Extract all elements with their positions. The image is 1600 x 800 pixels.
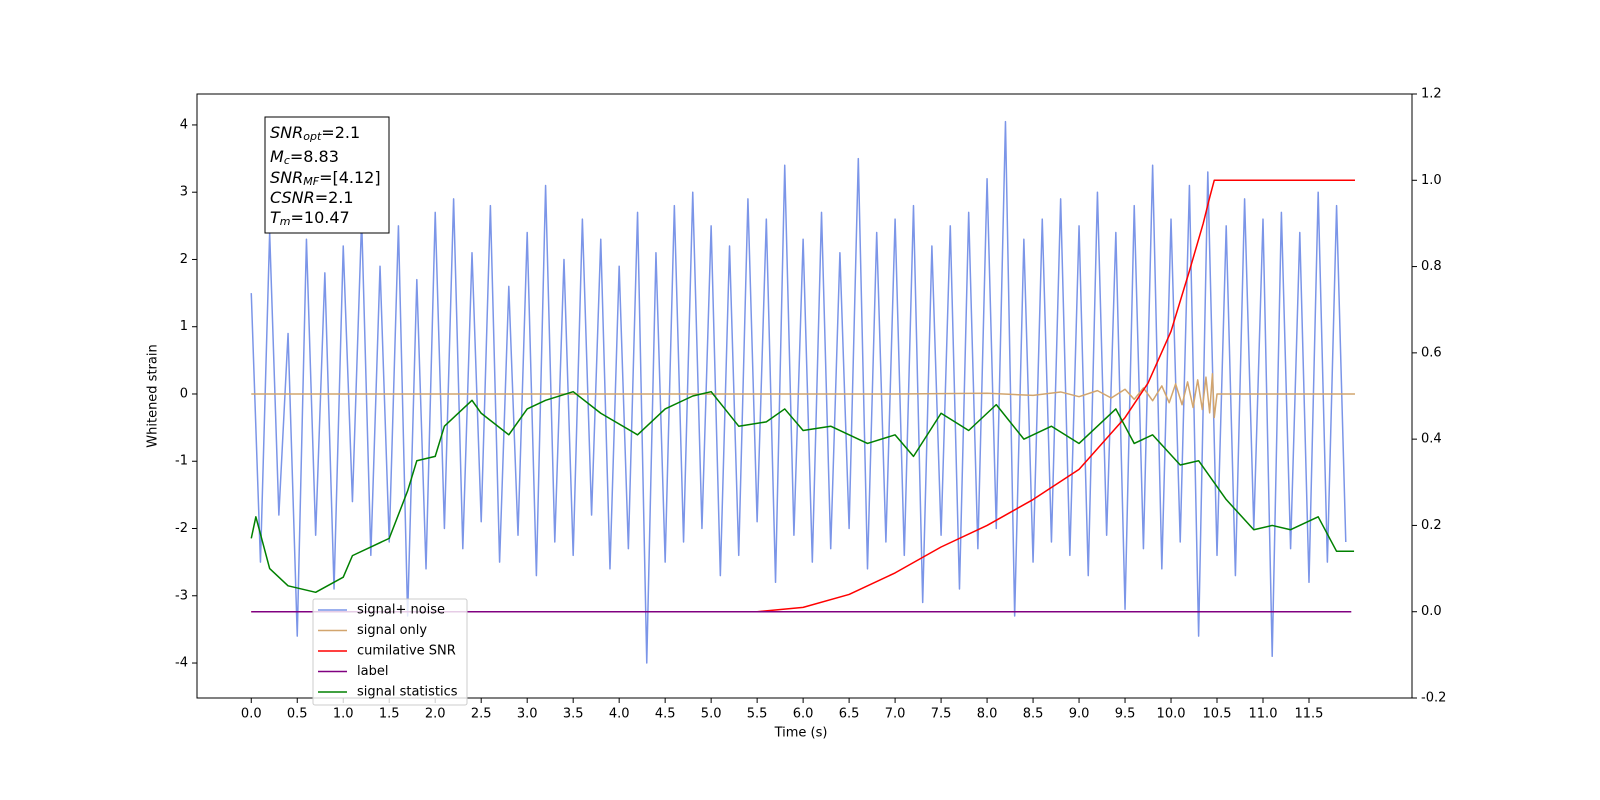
y2-tick-label: 0.6	[1421, 345, 1442, 360]
x-tick-label: 11.0	[1249, 707, 1278, 722]
series-line	[250, 120, 1347, 664]
x-tick-label: 1.0	[333, 707, 354, 722]
x-tick-label: 10.5	[1203, 707, 1232, 722]
y2-tick-label: 0.0	[1421, 604, 1442, 619]
x-tick-label: 9.0	[1069, 707, 1090, 722]
legend: signal+ noise signal only cumilative SNR la…	[312, 598, 468, 706]
annotation-symbol: T	[270, 208, 281, 227]
x-tick-label: 3.5	[563, 707, 584, 722]
x-tick-label: 2.0	[425, 707, 446, 722]
y2-tick-label: 1.0	[1421, 173, 1442, 188]
annotation-line: SNRopt=2.1	[270, 123, 360, 144]
annotation-subscript: c	[284, 154, 290, 167]
annotation-frame	[264, 116, 390, 234]
x-tick-label: 3.0	[517, 707, 538, 722]
x-axis-label: Time (s)	[774, 726, 828, 741]
y-axis-label: Whitened strain	[146, 344, 161, 447]
x-tick-label: 4.0	[609, 707, 630, 722]
annotation-symbol: M	[270, 147, 284, 166]
annotation-symbol: SNR	[270, 168, 303, 187]
annotation-value: =2.1	[315, 188, 354, 207]
y-tick-label: -1	[175, 454, 188, 469]
legend-label: signal only	[357, 623, 427, 638]
x-tick-label: 6.5	[839, 707, 860, 722]
annotation-line: SNRMF=[4.12]	[270, 168, 381, 189]
y2-tick-label: 0.8	[1421, 259, 1442, 274]
y2-tick-label: -0.2	[1421, 691, 1446, 706]
plot-frame	[196, 93, 1413, 699]
series-line	[250, 390, 1355, 594]
x-tick-label: 4.5	[655, 707, 676, 722]
y-tick-label: -2	[175, 521, 188, 536]
x-tick-label: 9.5	[1115, 707, 1136, 722]
annotation-subscript: opt	[303, 130, 322, 143]
x-tick-label: 7.5	[931, 707, 952, 722]
y2-tick-label: 0.2	[1421, 518, 1442, 533]
x-tick-label: 8.0	[977, 707, 998, 722]
y-tick-label: -4	[175, 656, 188, 671]
x-tick-label: 8.5	[1023, 707, 1044, 722]
y-tick-label: 4	[180, 117, 188, 132]
annotation-value: =10.47	[291, 208, 350, 227]
x-tick-label: 0.0	[241, 707, 262, 722]
y-tick-label: 3	[180, 185, 188, 200]
annotation-value: =2.1	[321, 123, 360, 142]
x-tick-label: 2.5	[471, 707, 492, 722]
x-tick-label: 1.5	[379, 707, 400, 722]
y2-tick-label: 1.2	[1421, 87, 1442, 102]
x-tick-label: 5.0	[701, 707, 722, 722]
x-tick-label: 10.0	[1157, 707, 1186, 722]
y-tick-label: 2	[180, 252, 188, 267]
legend-label: signal statistics	[357, 685, 458, 700]
annotation-line: CSNR=2.1	[270, 188, 354, 207]
annotation-symbol: SNR	[270, 123, 303, 142]
x-tick-label: 7.0	[885, 707, 906, 722]
legend-label: cumilative SNR	[357, 644, 456, 659]
series-line	[251, 179, 1355, 613]
y-tick-label: 1	[180, 319, 188, 334]
legend-label: label	[357, 664, 388, 679]
y-tick-label: 0	[180, 386, 188, 401]
annotation-value: =[4.12]	[319, 168, 381, 187]
annotation-subscript: MF	[303, 175, 319, 188]
x-tick-label: 5.5	[747, 707, 768, 722]
annotation-value: =8.83	[290, 147, 339, 166]
x-tick-label: 6.0	[793, 707, 814, 722]
annotation-symbol: CSNR	[270, 188, 315, 207]
series-line	[251, 373, 1355, 419]
x-tick-label: 11.5	[1295, 707, 1324, 722]
annotation-line: Tm=10.47	[270, 208, 350, 229]
plot-area	[250, 120, 1355, 664]
legend-frame	[312, 598, 468, 706]
annotation-line: Mc=8.83	[270, 147, 339, 168]
y-tick-label: -3	[175, 588, 188, 603]
annotation-subscript: m	[280, 215, 291, 228]
x-tick-label: 0.5	[287, 707, 308, 722]
annotation-box: SNRopt=2.1Mc=8.83SNRMF=[4.12]CSNR=2.1Tm=…	[264, 116, 390, 234]
y2-tick-label: 0.4	[1421, 432, 1442, 447]
legend-label: signal+ noise	[357, 603, 445, 618]
